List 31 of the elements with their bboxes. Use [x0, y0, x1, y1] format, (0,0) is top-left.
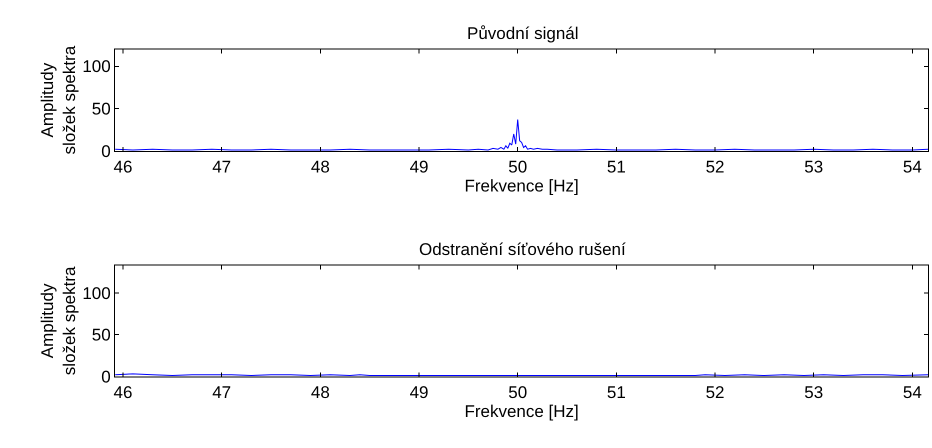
y-tick-label: 50	[92, 100, 111, 119]
x-tick-label: 46	[114, 157, 132, 176]
x-tick-label: 50	[508, 157, 528, 176]
x-tick-label: 46	[114, 382, 132, 402]
y-tick-label: 0	[101, 142, 111, 161]
x-tick-label: 53	[804, 157, 824, 176]
chart-title: Původní signál	[467, 24, 579, 43]
x-tick-label: 49	[410, 157, 428, 176]
x-tick-label: 47	[212, 382, 232, 402]
y-axis-title: Amplitudy složek spektra	[38, 266, 79, 376]
x-axis-title: Frekvence [Hz]	[464, 176, 579, 196]
x-tick-label: 49	[410, 382, 428, 402]
x-tick-label: 54	[902, 157, 922, 176]
line-series	[115, 119, 928, 151]
x-tick-label: 47	[212, 157, 232, 176]
chart-title: Odstranění síťového rušení	[419, 240, 626, 259]
x-tick-label: 52	[706, 157, 724, 176]
y-tick-label: 100	[82, 284, 111, 303]
x-tick-label: 53	[804, 382, 824, 402]
x-tick-label: 51	[606, 382, 626, 402]
y-tick-label: 50	[92, 326, 111, 345]
x-tick-label: 52	[706, 382, 724, 402]
x-tick-label: 51	[606, 157, 626, 176]
x-tick-label: 48	[310, 157, 330, 176]
x-tick-label: 54	[902, 382, 922, 402]
y-axis-title: Amplitudy složek spektra	[38, 45, 79, 154]
x-tick-label: 48	[310, 382, 330, 402]
y-tick-label: 0	[101, 367, 111, 386]
x-tick-label: 50	[508, 382, 528, 402]
x-axis-title: Frekvence [Hz]	[464, 402, 579, 421]
y-tick-label: 100	[82, 57, 111, 76]
